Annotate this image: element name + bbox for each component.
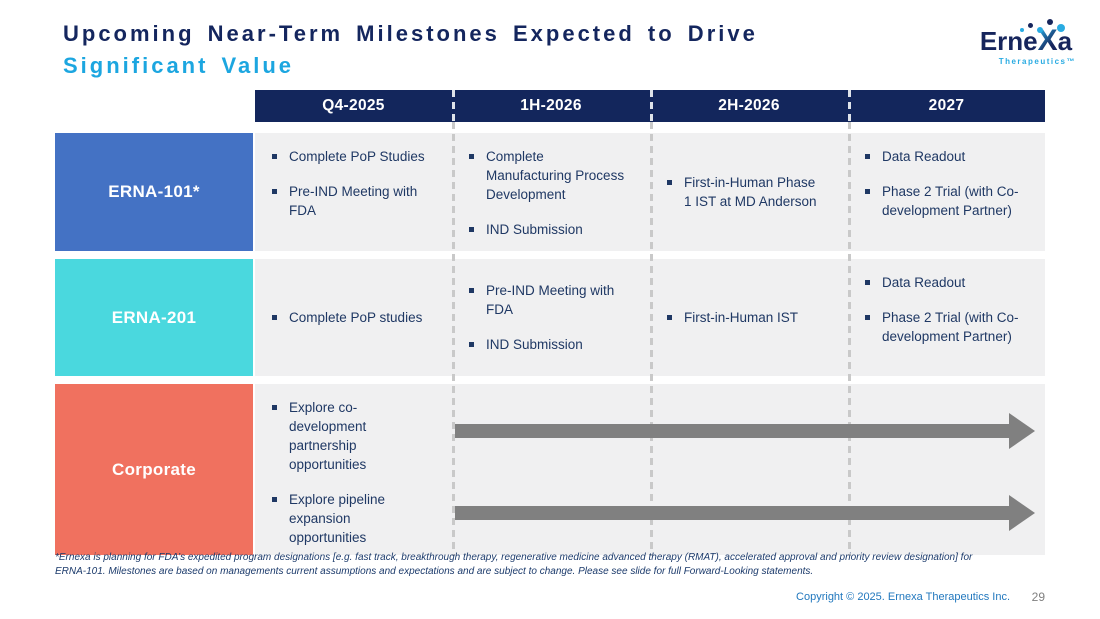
column-header-2027: 2027 — [848, 90, 1045, 122]
logo-dot — [1037, 27, 1043, 33]
column-separator-header-segment — [650, 90, 653, 122]
milestone-item: Data Readout — [862, 147, 1022, 166]
milestone-item: Explore co-development partnership oppor… — [269, 398, 429, 474]
slide-title-line1: Upcoming Near-Term Milestones Expected t… — [63, 21, 758, 46]
timeline-arrow — [455, 495, 1035, 531]
column-separator — [650, 90, 653, 556]
milestone-item: Pre-IND Meeting with FDA — [466, 281, 626, 319]
cell-corporate-q4-2025: Explore co-development partnership oppor… — [255, 384, 452, 555]
timeline-arrow-bar — [455, 424, 1009, 438]
logo-wordmark-part1: Erne — [979, 26, 1038, 56]
column-header-q4-2025: Q4-2025 — [255, 90, 452, 122]
milestone-item: Data Readout — [862, 273, 1022, 292]
page-number: 29 — [1031, 590, 1045, 604]
table-row-erna-201: ERNA-201 Complete PoP studies Pre-IND Me… — [55, 259, 1045, 376]
logo-dot — [1057, 24, 1065, 32]
logo-dot — [1047, 19, 1053, 25]
column-separator-header-segment — [452, 90, 455, 122]
logo-dot — [1020, 28, 1024, 32]
column-separator — [452, 90, 455, 556]
row-label-erna-201: ERNA-201 — [55, 259, 255, 376]
copyright-text: Copyright © 2025. Ernexa Therapeutics In… — [796, 591, 1010, 603]
cell-corporate-1h-2026 — [452, 384, 650, 555]
logo-wordmark-part3: a — [1057, 26, 1073, 56]
cell-erna201-2027: Data Readout Phase 2 Trial (with Co-deve… — [848, 259, 1045, 376]
cell-erna101-1h-2026: Complete Manufacturing Process Developme… — [452, 133, 650, 251]
milestone-item: Complete PoP studies — [269, 308, 429, 327]
column-separator-header-segment — [848, 90, 851, 122]
logo-wordmark-x: X — [1037, 24, 1058, 57]
milestone-item: Explore pipeline expansion opportunities — [269, 490, 429, 547]
milestones-table: Q4-2025 1H-2026 2H-2026 2027 ERNA-101* C… — [55, 90, 1045, 560]
timeline-arrow-head-icon — [1009, 413, 1035, 449]
milestone-item: First-in-Human IST — [664, 308, 824, 327]
milestone-item: Complete PoP Studies — [269, 147, 429, 166]
column-separator-body-segment — [452, 122, 455, 556]
timeline-arrow-bar — [455, 506, 1009, 520]
cell-erna201-2h-2026: First-in-Human IST — [650, 259, 848, 376]
milestone-item: IND Submission — [466, 220, 626, 239]
column-header-1h-2026: 1H-2026 — [452, 90, 650, 122]
cell-erna201-q4-2025: Complete PoP studies — [255, 259, 452, 376]
milestone-item: Complete Manufacturing Process Developme… — [466, 147, 626, 204]
cell-erna101-2h-2026: First-in-Human Phase 1 IST at MD Anderso… — [650, 133, 848, 251]
milestone-item: First-in-Human Phase 1 IST at MD Anderso… — [664, 173, 824, 211]
column-separator-body-segment — [650, 122, 653, 556]
logo-tagline: Therapeutics™ — [998, 57, 1076, 66]
logo-dot — [1028, 23, 1033, 28]
table-column-headers: Q4-2025 1H-2026 2H-2026 2027 — [255, 90, 1045, 122]
milestone-item: Phase 2 Trial (with Co-development Partn… — [862, 308, 1022, 346]
timeline-arrow — [455, 413, 1035, 449]
table-row-corporate: Corporate Explore co-development partner… — [55, 384, 1045, 555]
column-separator — [848, 90, 851, 556]
row-label-corporate: Corporate — [55, 384, 255, 555]
company-logo: ErneXa Therapeutics™ — [970, 19, 1082, 66]
slide-title: Upcoming Near-Term Milestones Expected t… — [63, 18, 758, 82]
cell-erna201-1h-2026: Pre-IND Meeting with FDA IND Submission — [452, 259, 650, 376]
milestone-item: Phase 2 Trial (with Co-development Partn… — [862, 182, 1022, 220]
logo-dots-icon — [1018, 18, 1078, 36]
logo-wordmark: ErneXa — [970, 24, 1082, 57]
column-header-2h-2026: 2H-2026 — [650, 90, 848, 122]
row-label-erna-101: ERNA-101* — [55, 133, 255, 251]
cell-erna101-2027: Data Readout Phase 2 Trial (with Co-deve… — [848, 133, 1045, 251]
footnote-disclaimer: *Ernexa is planning for FDA’s expedited … — [55, 552, 973, 577]
column-separator-body-segment — [848, 122, 851, 556]
slide-title-line2: Significant Value — [63, 53, 295, 78]
milestone-item: IND Submission — [466, 335, 626, 354]
table-row-erna-101: ERNA-101* Complete PoP Studies Pre-IND M… — [55, 133, 1045, 251]
milestone-item: Pre-IND Meeting with FDA — [269, 182, 429, 220]
cell-corporate-2h-2026 — [650, 384, 848, 555]
timeline-arrow-head-icon — [1009, 495, 1035, 531]
cell-erna101-q4-2025: Complete PoP Studies Pre-IND Meeting wit… — [255, 133, 452, 251]
